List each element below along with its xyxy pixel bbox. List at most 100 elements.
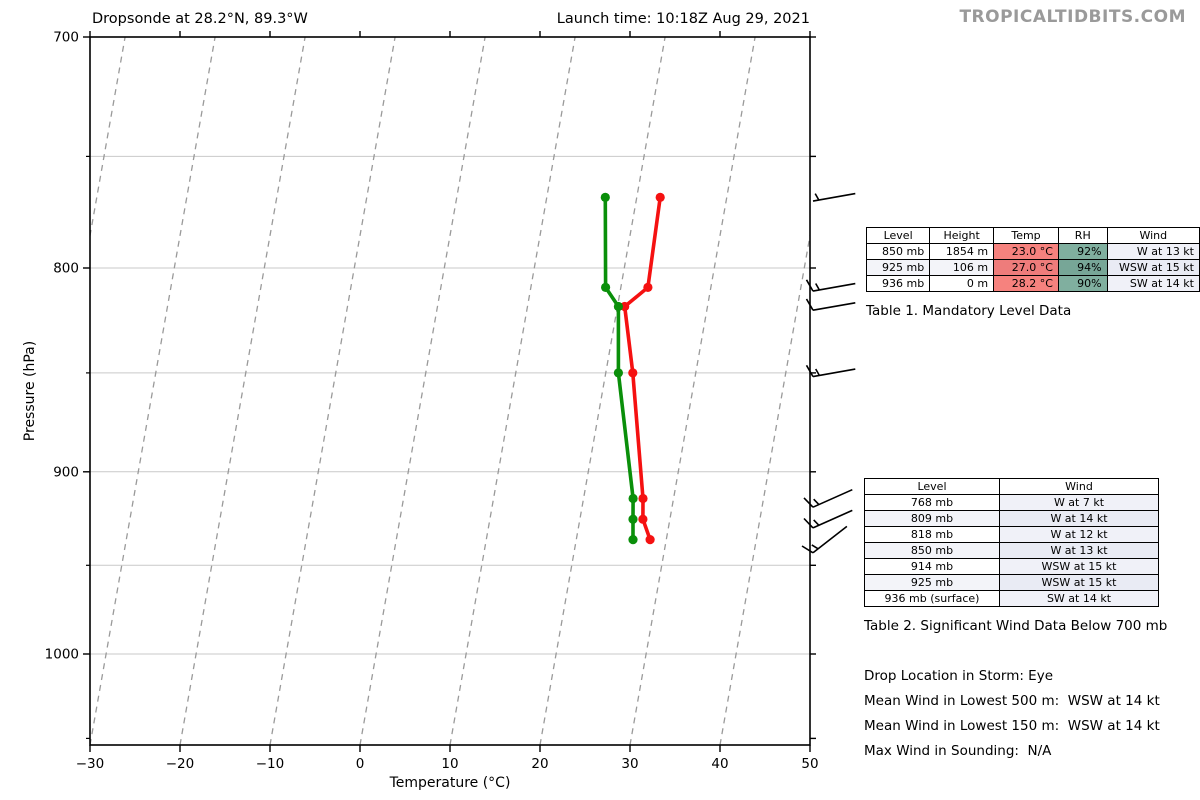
storm-info-line: Drop Location in Storm: Eye <box>864 668 1054 684</box>
x-axis-tick-label: 30 <box>621 756 638 772</box>
x-axis-tick-label: −10 <box>256 756 285 772</box>
table-cell: 936 mb <box>865 275 931 292</box>
x-axis-tick-label: 50 <box>801 756 818 772</box>
temperature-point <box>643 282 653 292</box>
storm-info-block: Drop Location in Storm: Eye Mean Wind in … <box>864 664 1160 764</box>
table-row: 936 mb (surface) SW at 14 kt <box>864 590 1159 607</box>
table-row: 850 mb 1854 m 23.0 °C 92% W at 13 kt <box>865 243 1200 260</box>
table-cell: 768 mb <box>864 494 1000 511</box>
significant-wind-table: Level Wind 768 mb W at 7 kt 809 mb W at 14 kt… <box>864 478 1159 607</box>
y-axis-tick-label: 1000 <box>45 647 79 663</box>
wind-barb <box>812 192 856 202</box>
table-cell: WSW at 15 kt <box>1106 259 1200 276</box>
x-axis-label: Temperature (°C) <box>389 775 511 791</box>
table-header-cell: Height <box>929 227 995 244</box>
dewpoint-point <box>613 368 624 378</box>
table-header-row: Level Height Temp RH Wind <box>865 227 1200 244</box>
table-row: 809 mb W at 14 kt <box>864 510 1159 527</box>
table-cell: SW at 14 kt <box>999 590 1159 607</box>
table-row: 818 mb W at 12 kt <box>864 526 1159 543</box>
storm-info-line: Mean Wind in Lowest 150 m: WSW at 14 kt <box>864 718 1160 734</box>
table-header-cell: Level <box>865 227 931 244</box>
x-axis-tick-label: −20 <box>166 756 195 772</box>
y-axis-tick-label: 800 <box>53 261 79 277</box>
temperature-point <box>638 514 648 524</box>
table-header-cell: RH <box>1057 227 1108 244</box>
skewt-sounding-chart: −30 −20 −10 0 10 20 30 40 50 700 800 900 1000 Tempera… <box>22 30 856 791</box>
x-axis-tick-label: 40 <box>711 756 728 772</box>
table-cell: 818 mb <box>864 526 1000 543</box>
table-cell: 92% <box>1057 243 1108 260</box>
table-cell: 0 m <box>929 275 995 292</box>
table-header-cell: Temp <box>993 227 1059 244</box>
x-axis-tick-label: 20 <box>531 756 548 772</box>
table-cell: 850 mb <box>864 542 1000 559</box>
table-row: 936 mb 0 m 28.2 °C 90% SW at 14 kt <box>865 275 1200 292</box>
table-cell: 925 mb <box>865 259 931 276</box>
x-axis-tick-label: 0 <box>356 756 365 772</box>
table-row: 925 mb WSW at 15 kt <box>864 574 1159 591</box>
wind-barb <box>803 509 853 529</box>
table2-caption: Table 2. Significant Wind Data Below 700… <box>864 618 1168 634</box>
table-cell: 809 mb <box>864 510 1000 527</box>
temperature-point <box>655 192 665 202</box>
storm-info-line: Mean Wind in Lowest 500 m: WSW at 14 kt <box>864 693 1160 709</box>
table-row: 914 mb WSW at 15 kt <box>864 558 1159 575</box>
table-row: 768 mb W at 7 kt <box>864 494 1159 511</box>
wind-barb <box>805 298 856 311</box>
table-cell: W at 13 kt <box>999 542 1159 559</box>
isotherm-gridline <box>179 37 306 745</box>
table-cell: 23.0 °C <box>993 243 1059 260</box>
table-cell: 1854 m <box>929 243 995 260</box>
table-cell: 850 mb <box>865 243 931 260</box>
isotherm-gridline <box>269 37 396 745</box>
table1-caption: Table 1. Mandatory Level Data <box>866 303 1072 319</box>
table-cell: W at 14 kt <box>999 510 1159 527</box>
temperature-point <box>628 368 638 378</box>
isotherm-gridline <box>90 37 216 745</box>
mandatory-level-table: Level Height Temp RH Wind 850 mb 1854 m 23.0 °C… <box>865 227 1200 292</box>
table-cell: 90% <box>1057 275 1108 292</box>
isotherm-gridline <box>809 741 810 745</box>
plot-frame <box>89 36 811 746</box>
table-header-cell: Wind <box>1106 227 1200 244</box>
temperature-point <box>638 493 648 504</box>
table-row: 850 mb W at 13 kt <box>864 542 1159 559</box>
storm-info-line: Max Wind in Sounding: N/A <box>864 743 1052 759</box>
table-cell: W at 12 kt <box>999 526 1159 543</box>
temperature-point <box>645 535 655 545</box>
wind-barb <box>805 279 856 292</box>
table-header-cell: Level <box>864 478 1000 495</box>
table-header-cell: Wind <box>999 478 1159 495</box>
wind-barb <box>803 488 853 508</box>
dewpoint-point <box>628 514 638 524</box>
wind-barb <box>801 525 848 554</box>
x-axis-tick-label: 10 <box>441 756 458 772</box>
temperature-point <box>620 301 630 312</box>
site-logo: TROPICALTIDBITS.COM <box>959 7 1186 27</box>
table-row: 925 mb 106 m 27.0 °C 94% WSW at 15 kt <box>865 259 1200 276</box>
table-cell: WSW at 15 kt <box>999 558 1159 575</box>
chart-title-location: Dropsonde at 28.2°N, 89.3°W <box>92 11 308 27</box>
table-cell: SW at 14 kt <box>1106 275 1200 292</box>
x-axis-tick-label: −30 <box>76 756 105 772</box>
table-cell: 914 mb <box>864 558 1000 575</box>
dewpoint-point <box>628 493 638 504</box>
table-cell: 925 mb <box>864 574 1000 591</box>
table-cell: 94% <box>1057 259 1108 276</box>
isotherm-gridline <box>629 37 756 745</box>
dewpoint-point <box>601 282 611 292</box>
y-axis-tick-label: 700 <box>53 30 79 46</box>
wind-barb <box>805 364 856 378</box>
dewpoint-point <box>613 301 624 312</box>
isotherm-gridline <box>359 37 486 745</box>
temperature-line <box>622 195 663 542</box>
table-cell: 106 m <box>929 259 995 276</box>
chart-title-launch-time: Launch time: 10:18Z Aug 29, 2021 <box>556 11 810 27</box>
dewpoint-point <box>628 535 638 545</box>
table-cell: 27.0 °C <box>993 259 1059 276</box>
y-axis-tick-label: 900 <box>53 464 79 480</box>
table-cell: W at 7 kt <box>999 494 1159 511</box>
table-cell: WSW at 15 kt <box>999 574 1159 591</box>
